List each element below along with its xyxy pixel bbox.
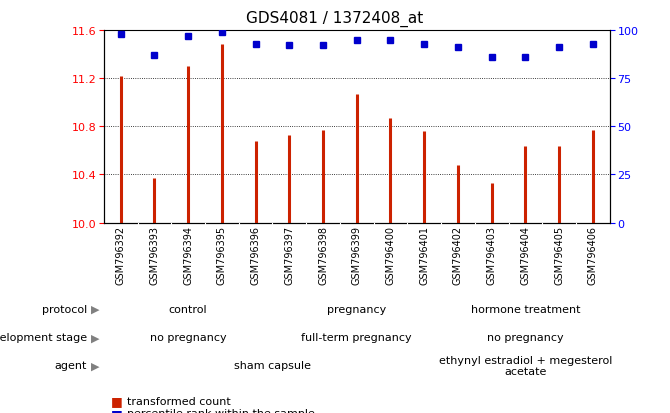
Text: ▶: ▶: [90, 304, 99, 314]
Text: sham capsule: sham capsule: [234, 361, 311, 370]
Text: ▶: ▶: [90, 332, 99, 342]
Text: no pregnancy: no pregnancy: [150, 332, 226, 342]
Text: GDS4081 / 1372408_at: GDS4081 / 1372408_at: [247, 10, 423, 26]
Text: ■: ■: [111, 394, 123, 408]
Text: pregnancy: pregnancy: [327, 304, 387, 314]
Text: hormone treatment: hormone treatment: [470, 304, 580, 314]
Text: ethynyl estradiol + megesterol
acetate: ethynyl estradiol + megesterol acetate: [439, 355, 612, 376]
Text: no pregnancy: no pregnancy: [487, 332, 563, 342]
Text: development stage: development stage: [0, 332, 87, 342]
Text: percentile rank within the sample: percentile rank within the sample: [127, 408, 315, 413]
Text: full-term pregnancy: full-term pregnancy: [302, 332, 412, 342]
Text: control: control: [169, 304, 208, 314]
Text: protocol: protocol: [42, 304, 87, 314]
Text: ■: ■: [111, 407, 123, 413]
Text: agent: agent: [55, 361, 87, 370]
Text: transformed count: transformed count: [127, 396, 231, 406]
Text: ▶: ▶: [90, 361, 99, 370]
